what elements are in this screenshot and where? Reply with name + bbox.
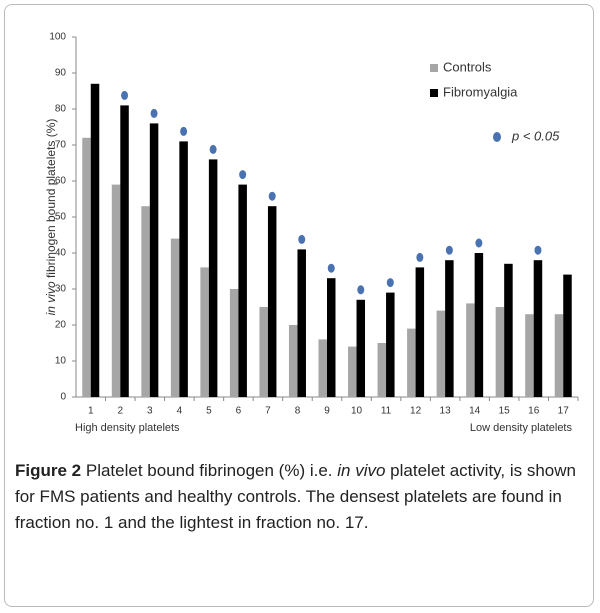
bar [474,253,484,397]
bar [356,299,366,397]
bar [170,238,180,397]
bar [208,159,218,397]
y-axis-label: in vivo fibrinogen bound platelets (%) [44,119,58,316]
y-label: fibrinogen bound platelets (%) [44,119,58,278]
x-tick-label: 2 [118,406,124,417]
bar [141,206,150,397]
y-tick-label: 30 [55,284,67,295]
x-tick-label: 4 [177,406,183,417]
bar [179,141,188,397]
x-tick-label: 14 [469,406,481,417]
legend-label: Fibromyalgia [443,84,518,99]
y-tick-label: 10 [55,356,67,367]
x-tick-label: 15 [499,406,511,417]
caption-text: platelet activity, is shown for FMS pati… [15,461,576,532]
bar [82,137,91,398]
caption: Figure 2 Platelet bound fibrinogen (%) i… [15,458,587,536]
left-annotation: High density platelets [75,422,180,434]
significance-marker [209,144,217,154]
right-annotation: Low density platelets [470,422,573,434]
bar [238,184,247,397]
y-tick-label: 40 [55,248,67,259]
bar [495,307,505,397]
legend-label: Controls [443,59,492,74]
bar [386,292,395,397]
significance-marker [180,126,188,136]
significance-marker [534,245,542,255]
legend-swatch [430,64,438,72]
y-tick-label: 100 [49,32,66,43]
bar [111,184,121,397]
significance-marker [475,238,483,248]
bar [554,314,564,397]
chart: in vivo fibrinogen bound platelets (%) H… [44,32,579,434]
bar [259,307,268,397]
bar [348,346,357,397]
x-tick-label: 9 [324,406,330,417]
significance-marker [268,191,276,201]
significance-marker [239,170,247,180]
caption-label: Figure 2 [15,461,82,480]
x-tick-label: 5 [206,406,212,417]
x-tick-label: 10 [351,406,363,417]
bar [533,260,543,397]
significance-marker [445,245,453,255]
significance-marker [416,252,424,262]
figure-frame [4,4,594,607]
bar [407,328,416,397]
caption-text: Platelet bound fibrinogen (%) i.e. [85,461,333,480]
bar [525,314,534,397]
bar [436,310,446,397]
bar [318,339,327,397]
bar [297,249,306,397]
bar [90,83,100,398]
x-tick-label: 1 [88,406,94,417]
bar [415,267,425,397]
legend-swatch [430,89,438,97]
bar [563,274,572,397]
significance-marker [327,263,335,273]
x-tick-label: 12 [410,406,422,417]
bar [288,325,298,397]
significance-marker [121,90,129,100]
bar [466,303,475,397]
x-tick-label: 3 [147,406,153,417]
x-tick-label: 7 [265,406,271,417]
x-tick-label: 17 [558,406,570,417]
bar [445,260,454,397]
bar [267,206,277,397]
significance-marker [150,108,158,118]
y-tick-label: 70 [55,140,67,151]
y-tick-label: 90 [55,68,67,79]
x-tick-label: 8 [295,406,301,417]
bar [229,289,239,397]
bar [377,343,387,397]
significance-marker [298,234,306,244]
x-tick-label: 16 [528,406,540,417]
caption-italic: in vivo [337,461,386,480]
legend-label: p < 0.05 [511,128,560,143]
bar [327,278,336,397]
bar [120,105,129,398]
significance-marker [386,278,394,288]
x-tick-label: 6 [236,406,242,417]
y-tick-label: 20 [55,320,67,331]
y-tick-label: 0 [60,392,66,403]
significance-marker [357,285,365,295]
y-tick-label: 80 [55,104,67,115]
y-tick-label: 50 [55,212,67,223]
legend-marker [493,132,501,142]
bar [504,263,513,397]
x-tick-label: 11 [381,406,392,417]
x-tick-label: 13 [440,406,452,417]
bar [149,123,159,398]
y-tick-label: 60 [55,176,67,187]
y-label-italic: in vivo [44,281,58,315]
bar [200,267,209,397]
